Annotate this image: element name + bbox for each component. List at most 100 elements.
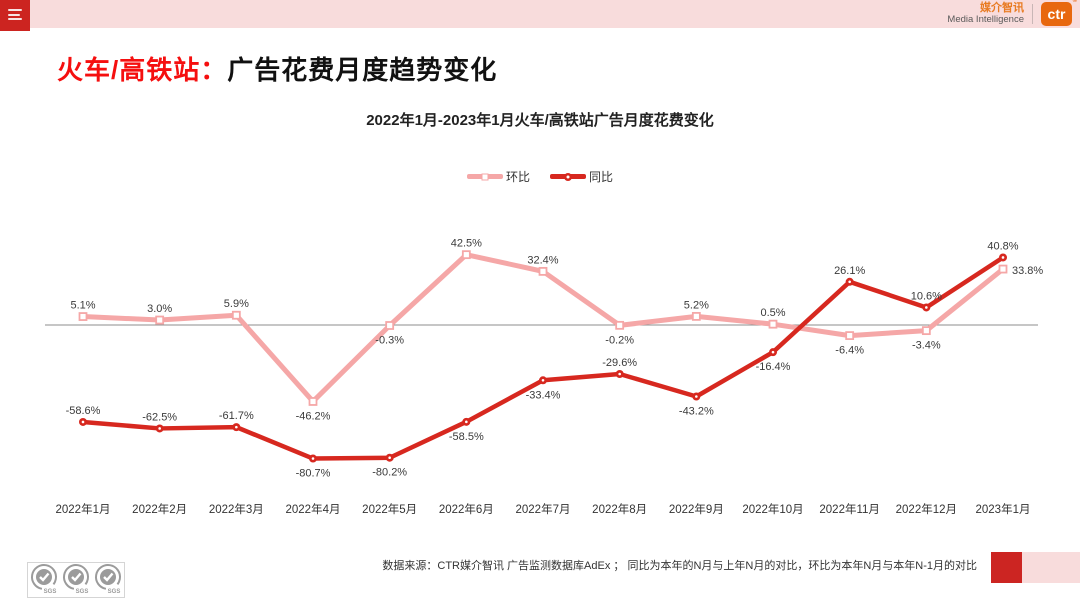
x-axis-label: 2022年8月 [592, 502, 647, 516]
data-point-label: -33.4% [526, 389, 561, 401]
data-point-marker [155, 315, 165, 325]
data-point-label: -80.7% [296, 468, 331, 480]
corner-accent-red [991, 552, 1022, 583]
data-point-marker [461, 250, 471, 260]
data-point-label: 33.8% [1012, 265, 1043, 277]
data-point-marker-center [925, 306, 928, 309]
square-marker-icon [481, 173, 489, 180]
data-point-marker [615, 320, 625, 330]
data-point-marker-center [771, 350, 775, 354]
sgs-certification-box: SGS SGS SGS [27, 562, 125, 598]
data-point-marker [385, 321, 395, 330]
svg-text:SGS: SGS [108, 589, 121, 595]
data-point-marker [921, 326, 931, 336]
sgs-logo-icon: SGS [95, 564, 121, 595]
tongbi-line [80, 255, 1006, 461]
huanbi-line-swatch [466, 173, 503, 180]
brand-name-cn: 媒介智讯 [980, 2, 1024, 15]
legend-label-tongbi: 同比 [589, 170, 614, 184]
data-point-label: -61.7% [219, 410, 254, 422]
data-point-marker [998, 264, 1008, 274]
brand-block: 媒介智讯 Media Intelligence ctr ® [947, 0, 1077, 26]
data-point-marker-center [695, 395, 698, 398]
svg-text:SGS: SGS [76, 589, 89, 595]
data-point-label: -16.4% [756, 361, 791, 373]
x-axis-label: 2022年12月 [896, 502, 957, 516]
menu-button[interactable] [0, 0, 30, 31]
tongbi-line-swatch [550, 172, 586, 181]
data-point-label: -0.3% [375, 334, 404, 346]
hamburger-icon [8, 9, 22, 21]
chart-title: 2022年1月-2023年1月火车/高铁站广告月度花费变化 [366, 112, 714, 129]
top-bar [0, 0, 1080, 28]
dot-marker-icon [564, 172, 572, 181]
page-title-highlight: 火车/高铁站： [57, 55, 228, 85]
data-point-marker-center [388, 456, 391, 460]
data-point-label: 32.4% [527, 254, 558, 266]
registered-mark: ® [1072, 0, 1077, 4]
data-point-label: -43.2% [679, 405, 714, 417]
page-title: 火车/高铁站：广告花费月度趋势变化 [57, 50, 497, 87]
brand-divider [1032, 4, 1033, 24]
x-axis-label: 2022年1月 [56, 502, 111, 516]
data-point-marker-center [158, 427, 161, 430]
x-axis-label: 2022年9月 [669, 502, 724, 516]
data-point-label: 5.9% [224, 298, 249, 310]
data-point-marker-center [465, 420, 468, 424]
x-axis-label: 2022年11月 [819, 502, 880, 516]
chart-legend: 环比 同比 [0, 168, 1080, 185]
x-axis-label: 2022年6月 [439, 502, 494, 516]
data-point-label: -0.2% [605, 334, 634, 346]
ctr-logo-text: ctr [1047, 6, 1066, 22]
data-point-label: -46.2% [296, 410, 331, 422]
sgs-logo-icon: SGS [63, 564, 89, 595]
page-title-rest: 广告花费月度趋势变化 [227, 55, 498, 85]
data-point-marker-center [81, 420, 85, 424]
x-axis-label: 2022年4月 [286, 502, 341, 516]
x-axis-label: 2022年2月 [132, 502, 187, 516]
x-axis-label: 2022年10月 [742, 502, 803, 516]
ctr-logo: ctr ® [1041, 0, 1077, 26]
data-point-label: -29.6% [602, 357, 637, 369]
data-point-label: -58.6% [66, 405, 101, 417]
data-point-marker [691, 311, 701, 321]
data-point-label: -6.4% [835, 345, 864, 357]
data-point-marker [845, 331, 855, 340]
data-point-label: -3.4% [912, 340, 941, 352]
legend-item-huanbi: 环比 [466, 168, 530, 185]
data-point-marker-center [235, 425, 238, 429]
legend-item-tongbi: 同比 [550, 168, 613, 185]
data-point-marker [308, 397, 318, 406]
data-point-marker-center [1001, 256, 1005, 259]
data-point-label: 0.5% [760, 307, 785, 319]
trend-line-chart: 2022年1月 2022年2月 2022年3月 2022年4月 2022年5月 2022年… [45, 238, 1043, 516]
sgs-logo-icon: SGS [31, 564, 57, 595]
data-point-label: -58.5% [449, 431, 484, 443]
data-point-label: 5.1% [70, 300, 95, 312]
data-point-marker [231, 310, 241, 320]
x-axis-label: 2023年1月 [976, 502, 1031, 516]
data-point-label: -80.2% [372, 467, 407, 479]
data-point-label: -62.5% [142, 411, 177, 423]
data-point-marker-center [848, 280, 851, 284]
data-point-marker-center [618, 372, 621, 376]
corner-accent-pink [1022, 552, 1080, 583]
data-point-label: 26.1% [834, 265, 865, 277]
data-point-label: 42.5% [451, 238, 482, 250]
data-point-marker-center [311, 457, 315, 460]
x-axis-label: 2022年5月 [362, 502, 417, 516]
data-point-marker [538, 266, 548, 276]
data-source-note: 数据来源：CTR媒介智讯 广告监测数据库AdEx ； 同比为本年的N月与上年N月… [382, 560, 977, 572]
data-point-label: 40.8% [987, 240, 1018, 252]
x-axis-label: 2022年3月 [209, 502, 264, 516]
data-point-marker-center [541, 378, 545, 382]
legend-label-huanbi: 环比 [505, 170, 530, 184]
data-point-label: 5.2% [684, 299, 709, 311]
data-point-marker [768, 319, 778, 329]
brand-name-en: Media Intelligence [947, 13, 1024, 25]
svg-text:SGS: SGS [44, 589, 57, 595]
x-axis-label: 2022年7月 [516, 502, 571, 516]
data-point-label: 10.6% [911, 290, 942, 302]
data-point-marker [78, 312, 88, 321]
